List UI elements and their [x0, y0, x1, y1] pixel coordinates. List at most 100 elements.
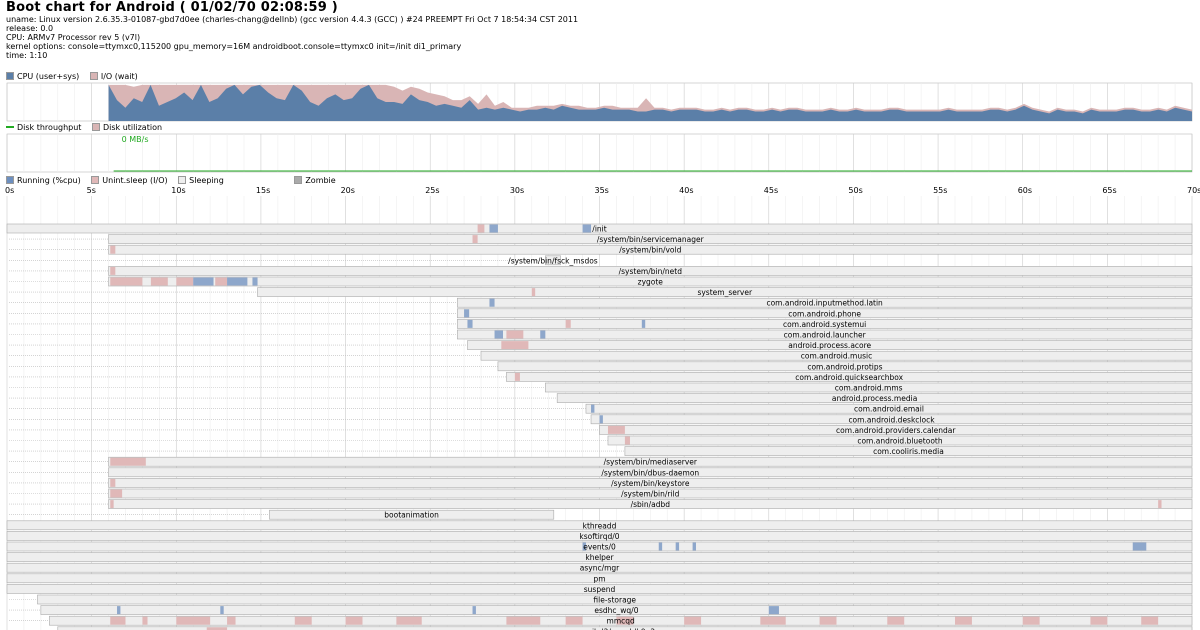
sleeping-legend-label: Sleeping [189, 176, 224, 185]
process-row: com.android.launcher [9, 329, 1193, 340]
process-bar [108, 266, 1193, 276]
process-row: com.android.mms [9, 382, 1193, 393]
process-label: android.process.media [832, 394, 917, 403]
utilization-legend-label: Disk utilization [103, 123, 163, 132]
unint-segment [142, 616, 148, 625]
process-label: kthreadd [583, 521, 617, 530]
sleeping-swatch [178, 176, 187, 184]
unint-segment [1022, 616, 1040, 625]
cpu-legend: CPU (user+sys) I/O (wait) [6, 72, 146, 82]
process-bar [6, 541, 1193, 552]
time-tick-label: 20s [341, 186, 355, 195]
process-row: /system/bin/dbus-daemon [9, 467, 1193, 477]
time-tick-label: 55s [933, 186, 947, 195]
release-line: release: 0.0 [6, 24, 54, 33]
process-bar [108, 234, 1193, 244]
unint-segment [1141, 616, 1159, 625]
unint-segment [531, 288, 536, 297]
unint-segment [565, 319, 571, 328]
process-label: com.android.mms [835, 384, 903, 393]
unint-segment [1090, 616, 1108, 625]
running-legend-item: Running (%cpu) [6, 176, 81, 186]
unint-segment [506, 330, 524, 339]
process-row: events/0 [6, 541, 1193, 552]
unint-segment [150, 277, 168, 286]
unint-segment [206, 627, 228, 630]
process-label: /system/bin/netd [619, 267, 683, 276]
disk-throughput-label: 0 MB/s [122, 135, 149, 144]
throughput-swatch [6, 126, 14, 128]
process-label: /system/bin/dbus-daemon [601, 468, 699, 477]
process-label: jbd2/mmcblk0p2- [591, 627, 658, 630]
time-tick-label: 45s [764, 186, 778, 195]
process-label: android.process.acore [788, 341, 871, 350]
process-label: com.android.bluetooth [857, 437, 943, 446]
process-row: com.android.email [9, 403, 1193, 414]
process-label: /system/bin/keystore [611, 479, 690, 488]
time-tick-label: 60s [1018, 186, 1032, 195]
running-segment [692, 542, 696, 551]
process-label: file-storage [593, 596, 636, 605]
running-segment [768, 606, 779, 615]
process-label: bootanimation [384, 511, 439, 520]
process-row: com.android.phone [9, 308, 1193, 318]
running-segment [599, 415, 603, 424]
running-segment [540, 330, 546, 339]
process-label: suspend [584, 585, 616, 594]
unint-swatch [91, 176, 100, 184]
process-label: khelper [585, 553, 614, 562]
running-segment [658, 542, 663, 551]
process-label: events/0 [583, 543, 616, 552]
process-bar [108, 456, 1193, 467]
unint-legend-label: Unint.sleep (I/O) [102, 176, 168, 185]
io-legend-label: I/O (wait) [100, 72, 138, 81]
time-tick-label: 35s [595, 186, 609, 195]
process-bar [108, 488, 1193, 499]
unint-segment [514, 372, 520, 381]
cpu-legend-label: CPU (user+sys) [17, 72, 80, 81]
running-segment [582, 224, 592, 233]
unint-segment [819, 616, 837, 625]
unint-segment [887, 616, 905, 625]
unint-segment [477, 224, 485, 233]
unint-legend-item: Unint.sleep (I/O) [91, 176, 168, 186]
process-bar [108, 499, 1193, 509]
process-bar [108, 244, 1193, 255]
unint-segment [506, 616, 541, 625]
running-segment [582, 542, 586, 551]
process-row: esdhc_wq/0 [9, 605, 1193, 615]
process-label: /system/bin/mediaserver [604, 458, 698, 467]
unint-segment [294, 616, 312, 625]
process-row: com.android.protips [9, 361, 1193, 371]
process-row: com.android.systemui [9, 319, 1193, 329]
unint-segment [345, 616, 363, 625]
running-segment [227, 277, 248, 286]
process-label: /system/bin/fsck_msdos [508, 256, 598, 265]
page-title: Boot chart for Android ( 01/02/70 02:08:… [6, 0, 338, 15]
process-row: com.cooliris.media [9, 446, 1193, 456]
process-label: mmcqd [607, 617, 635, 626]
time-tick-label: 10s [171, 186, 185, 195]
process-row: /system/bin/keystore [9, 478, 1193, 488]
utilization-swatch [92, 123, 100, 131]
unint-segment [684, 616, 702, 625]
process-row: /system/bin/fsck_msdos [9, 255, 598, 265]
unint-segment [110, 489, 123, 498]
unint-segment [110, 616, 126, 625]
unint-segment [227, 616, 236, 625]
process-label: com.android.music [801, 352, 872, 361]
cpu-line: CPU: ARMv7 Processor rev 5 (v7l) [6, 33, 141, 42]
kernel-options-line: kernel options: console=ttymxc0,115200 g… [6, 42, 462, 51]
time-tick-label: 40s [679, 186, 693, 195]
unint-segment [110, 277, 143, 286]
process-label: com.android.inputmethod.latin [766, 299, 883, 308]
time-tick-label: 15s [256, 186, 270, 195]
zombie-legend-item: Zombie [294, 176, 336, 186]
process-label: pm [593, 574, 605, 583]
process-label: /system/bin/rild [621, 490, 680, 499]
process-row: com.android.inputmethod.latin [9, 297, 1193, 308]
running-segment [220, 606, 224, 615]
unint-segment [110, 478, 116, 487]
cpu-user-sys-area [108, 84, 1193, 121]
